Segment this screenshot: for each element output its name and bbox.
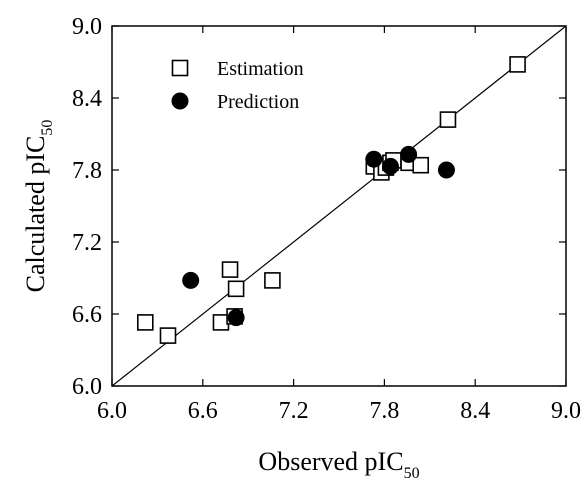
identity-line — [111, 25, 567, 387]
prediction-point — [381, 157, 399, 175]
x-tick-label: 9.0 — [551, 398, 581, 424]
y-tick-label: 9.0 — [72, 14, 102, 40]
legend-label-estimation: Estimation — [217, 58, 304, 80]
legend-marker-prediction — [171, 92, 189, 110]
legend-label-prediction: Prediction — [217, 91, 299, 113]
estimation-point — [136, 314, 154, 331]
estimation-point — [509, 56, 526, 73]
x-tick-label: 7.2 — [279, 398, 309, 424]
prediction-point — [182, 271, 200, 289]
x-axis-title-subscript: 50 — [404, 465, 420, 482]
estimation-point — [264, 272, 281, 289]
y-axis-title: Calculated pIC50 — [21, 120, 56, 293]
svg-text:Observed pIC50: Observed pIC50 — [258, 447, 419, 482]
x-axis-title: Observed pIC50 — [258, 447, 419, 482]
prediction-point — [227, 309, 245, 327]
estimation-point — [439, 111, 457, 128]
x-tick-label: 6.6 — [188, 398, 218, 424]
y-tick-label: 6.0 — [72, 374, 102, 400]
legend: Estimation Prediction — [171, 58, 304, 113]
y-tick-label: 7.8 — [72, 158, 102, 184]
series-prediction — [182, 145, 455, 327]
y-axis-title-base: Calculated pIC — [21, 136, 50, 293]
x-tick-label: 8.4 — [460, 398, 490, 424]
estimation-point — [159, 327, 177, 344]
y-tick-label: 8.4 — [72, 86, 102, 112]
svg-text:Calculated pIC50: Calculated pIC50 — [21, 120, 56, 293]
axis-tick-labels: 6.0 6.6 7.2 7.8 8.4 9.0 6.0 6.6 7.2 7.8 8.4 9.0 — [72, 14, 581, 424]
plot-content — [111, 25, 567, 387]
estimation-point — [227, 280, 245, 298]
x-tick-label: 7.8 — [369, 398, 399, 424]
y-tick-label: 7.2 — [72, 230, 102, 256]
series-estimation — [136, 56, 526, 344]
estimation-point — [412, 156, 430, 174]
prediction-point — [437, 161, 455, 179]
prediction-point — [400, 145, 418, 163]
estimation-point — [221, 261, 239, 278]
x-axis-title-base: Observed pIC — [258, 447, 403, 476]
legend-item-prediction: Prediction — [171, 91, 299, 113]
plot-frame — [111, 25, 567, 387]
y-axis-title-subscript: 50 — [39, 120, 56, 136]
estimation-point — [212, 314, 230, 331]
legend-marker-estimation — [171, 59, 189, 77]
prediction-point — [365, 150, 383, 168]
legend-item-estimation: Estimation — [171, 58, 304, 80]
x-tick-label: 6.0 — [97, 398, 127, 424]
y-tick-label: 6.6 — [72, 302, 102, 328]
